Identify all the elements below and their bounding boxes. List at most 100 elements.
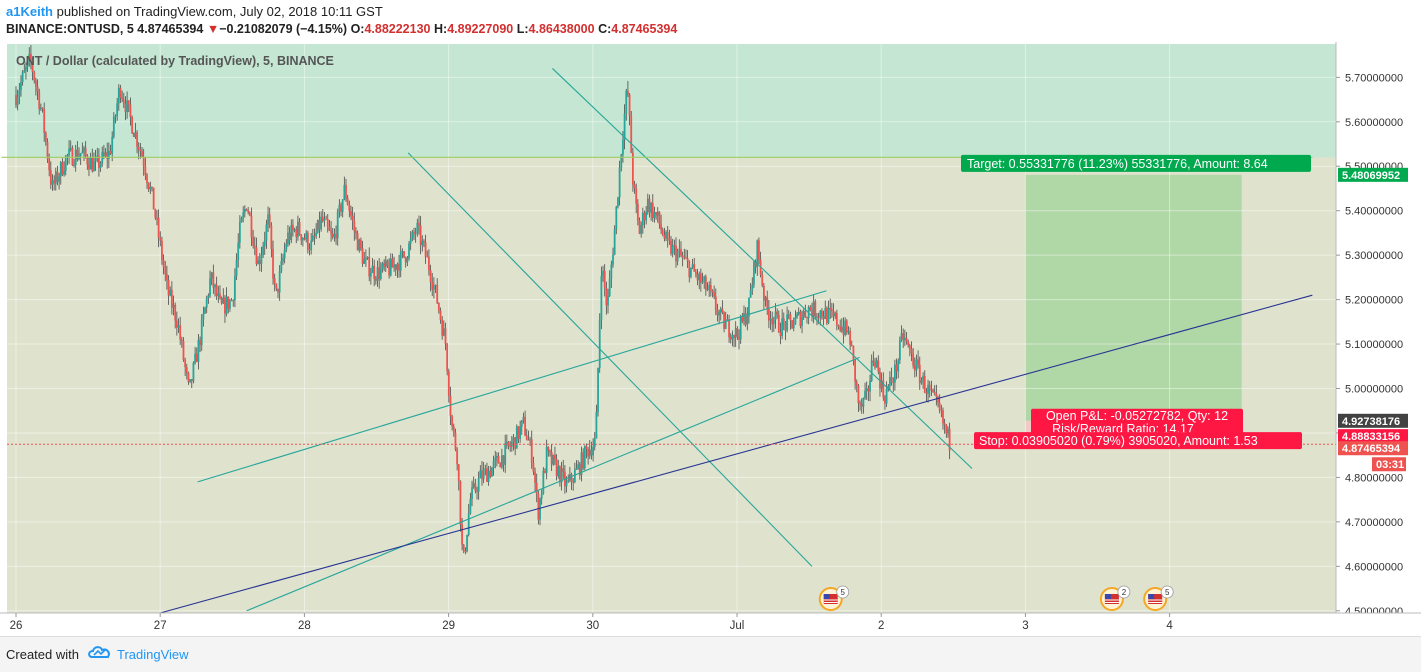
- candle-body: [180, 339, 183, 342]
- candle-body: [893, 364, 896, 383]
- candle-body: [88, 164, 90, 170]
- candle-body: [874, 362, 876, 368]
- candle-body: [885, 389, 888, 404]
- tradingview-cloud-icon: [88, 646, 110, 658]
- candle-body: [84, 147, 87, 157]
- tradingview-link[interactable]: TradingView: [117, 647, 189, 662]
- candle-body: [267, 214, 269, 225]
- candle-body: [215, 284, 218, 296]
- candle-body: [699, 273, 702, 283]
- candle-body: [91, 157, 94, 172]
- candle-body: [484, 468, 487, 471]
- candle-body: [709, 285, 712, 291]
- candle-body: [292, 224, 294, 231]
- candle-body: [466, 534, 468, 552]
- event-flag-icon[interactable]: 5: [818, 585, 850, 611]
- candle-body: [263, 240, 266, 247]
- candle-body: [650, 202, 653, 213]
- candle-body: [39, 107, 42, 110]
- event-flag-icon[interactable]: 2: [1099, 585, 1131, 611]
- last-price-tag: [1338, 441, 1408, 456]
- candle-body: [94, 158, 97, 162]
- candle-body: [386, 260, 389, 267]
- candle-body: [43, 109, 46, 133]
- candle-body: [429, 270, 432, 283]
- candle-body: [537, 493, 540, 520]
- candle-body: [184, 360, 187, 368]
- candle-body: [947, 428, 949, 434]
- price-axis[interactable]: [1336, 42, 1421, 613]
- candle-body: [278, 271, 281, 293]
- candle-body: [641, 212, 644, 226]
- candle-body: [908, 345, 911, 350]
- price-chart[interactable]: Target: 0.55331776 (11.23%) 55331776, Am…: [0, 42, 1421, 636]
- candle-body: [33, 72, 36, 81]
- candle-body: [602, 270, 604, 276]
- time-axis[interactable]: [0, 613, 1421, 636]
- target-zone[interactable]: [1025, 174, 1242, 421]
- candle-body: [660, 224, 662, 230]
- candle-body: [769, 318, 772, 321]
- candle-body: [439, 310, 442, 320]
- event-markers[interactable]: 5 2 5: [818, 585, 1174, 611]
- candle-body: [903, 337, 906, 340]
- stop-price-tag-text: 4.88833156: [1342, 431, 1400, 443]
- candle-body: [821, 310, 823, 317]
- candle-body: [607, 296, 609, 306]
- candle-body: [481, 470, 483, 480]
- candle-body: [452, 426, 455, 433]
- candle-body: [15, 95, 17, 106]
- candle-body: [474, 483, 477, 491]
- target-label[interactable]: Target: 0.55331776 (11.23%) 55331776, Am…: [961, 154, 1311, 172]
- candle-body: [630, 115, 633, 153]
- candle-body: [714, 296, 717, 311]
- candle-body: [590, 449, 593, 456]
- chart-canvas[interactable]: Target: 0.55331776 (11.23%) 55331776, Am…: [0, 42, 1421, 636]
- candle-body: [361, 248, 364, 264]
- price-tick-label: 4.60000000: [1345, 561, 1403, 573]
- candle-body: [131, 116, 133, 134]
- candle-body: [724, 320, 727, 329]
- author-link[interactable]: a1Keith: [6, 4, 53, 19]
- candle-body: [865, 388, 868, 392]
- candle-body: [413, 231, 415, 235]
- candle-body: [272, 248, 274, 279]
- candle-body: [587, 449, 590, 457]
- stop-price-tag: [1338, 429, 1408, 444]
- stop-label[interactable]: Stop: 0.03905020 (0.79%) 3905020, Amount…: [974, 432, 1302, 450]
- target-label-text: Target: 0.55331776 (11.23%) 55331776, Am…: [967, 157, 1268, 171]
- position-labels[interactable]: Target: 0.55331776 (11.23%) 55331776, Am…: [961, 154, 1311, 450]
- candle-body: [243, 209, 246, 213]
- candle-body: [819, 310, 822, 318]
- candle-body: [711, 290, 714, 293]
- candle-body: [86, 156, 89, 165]
- candle-body: [560, 468, 563, 483]
- candle-body: [806, 317, 808, 319]
- upper-zone: [7, 44, 1336, 158]
- candle-body: [76, 149, 79, 160]
- trend-line: [160, 294, 1313, 614]
- candle-body: [892, 382, 895, 384]
- candle-body: [459, 481, 462, 525]
- candle-body: [673, 245, 676, 247]
- trend-line: [407, 152, 813, 567]
- candle-body: [482, 470, 485, 480]
- candle-body: [890, 376, 893, 383]
- candle-body: [311, 235, 314, 241]
- candle-body: [444, 328, 447, 345]
- candle-body: [643, 212, 646, 221]
- event-flag-icon[interactable]: 5: [1143, 585, 1174, 611]
- candle-body: [66, 155, 69, 157]
- candle-body: [98, 155, 100, 168]
- candle-body: [623, 113, 626, 140]
- candle-body: [802, 311, 805, 318]
- candle-body: [668, 238, 671, 241]
- candle-body: [593, 438, 596, 448]
- candle-body: [112, 116, 115, 137]
- candle-body: [219, 293, 221, 298]
- candle-body: [298, 221, 301, 235]
- candle-body: [16, 96, 19, 106]
- candle-body: [336, 211, 339, 239]
- candle-body: [166, 274, 168, 280]
- candle-body: [442, 328, 445, 336]
